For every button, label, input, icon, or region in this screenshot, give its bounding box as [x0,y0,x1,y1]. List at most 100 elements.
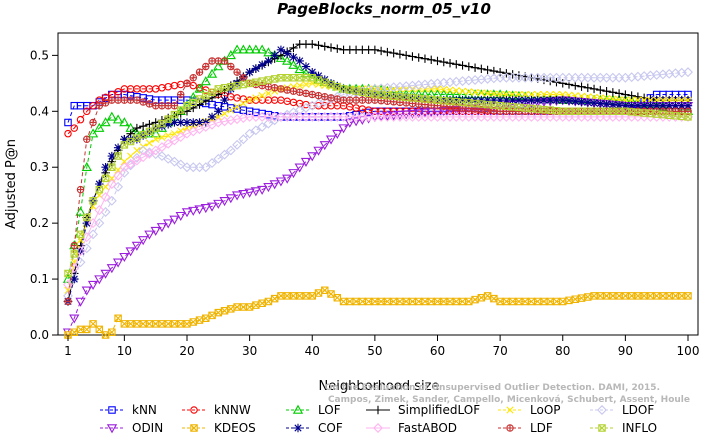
data-point [200,162,211,173]
data-point [571,97,580,106]
data-point [163,138,174,149]
data-point [314,41,323,50]
data-point [446,86,454,94]
data-point [464,62,474,71]
data-point [558,95,567,105]
data-point [170,102,179,110]
data-point [584,293,592,301]
data-point [94,122,105,132]
data-point [508,95,517,105]
data-point [401,51,411,60]
legend-label: FastABOD [398,421,457,434]
data-point [213,199,224,209]
data-point [521,90,529,99]
data-point [87,128,99,138]
data-point [150,128,161,138]
data-point [220,95,229,105]
data-point [138,145,149,156]
data-point [302,89,310,98]
data-point [175,159,186,170]
legend-item-simplifiedlof: SimplifiedLOF [366,403,480,417]
data-point [81,243,92,254]
data-point [83,325,91,334]
data-point [276,45,286,54]
data-point [665,292,673,300]
legend-item-fastabod: FastABOD [366,421,457,434]
data-point [113,170,124,181]
x-tick-label: 30 [242,344,257,358]
data-point [108,96,116,104]
data-point [138,236,149,246]
data-point [114,152,122,160]
data-point [571,81,580,90]
data-point [289,43,298,53]
data-point [227,82,235,91]
data-point [477,293,486,302]
data-point [263,183,274,193]
data-point [156,151,167,162]
series-lof [62,44,694,283]
axes-layer: 1 10 20 30 40 50 60 70 80 90 100 0.0 0.1 0.2 0.3 0.4 0.5 [30,48,700,358]
data-point [597,405,607,415]
data-point [132,123,142,133]
data-point [100,192,111,203]
data-point [677,101,686,110]
watermark-line-1: On the Evaluation of Unsupervised Outlie… [325,383,660,393]
data-point [256,185,268,195]
data-point [465,88,473,96]
data-point [332,129,343,139]
data-point [245,79,254,88]
data-point [295,56,304,66]
data-point [151,320,160,328]
data-point [370,45,380,54]
data-point [108,163,116,171]
data-point [225,50,236,60]
data-point [275,52,287,62]
data-point [169,215,180,225]
data-point [598,424,606,432]
data-point [458,87,467,95]
data-point [376,46,386,56]
data-point [433,56,442,66]
data-point [144,148,155,159]
data-point [477,64,486,73]
data-point [540,90,548,99]
data-point [477,89,485,97]
data-point [214,57,223,65]
data-point [150,226,161,236]
data-point [232,79,242,88]
data-point [213,61,224,71]
data-point [477,95,486,105]
data-point [70,124,79,132]
data-point [458,61,467,70]
data-point [495,95,505,105]
data-point [558,79,567,88]
data-point [326,43,336,52]
data-point [346,96,354,104]
data-point [546,95,555,105]
data-point [527,90,536,99]
data-point [190,406,198,414]
data-point [219,197,230,207]
data-point [333,293,342,302]
x-tick-label: 1 [64,344,72,358]
data-point [514,71,524,80]
data-point [100,269,111,279]
data-point [239,74,248,82]
legend-label: SimplifiedLOF [398,403,480,417]
data-point [227,106,235,114]
data-point [257,121,268,132]
data-point [119,162,130,173]
data-point [70,328,79,336]
data-point [82,218,91,228]
data-point [139,98,147,106]
data-point [325,135,337,145]
data-point [233,81,241,90]
data-point [621,101,630,110]
data-point [633,101,643,110]
data-point [164,120,173,129]
data-point [452,60,461,69]
data-point [338,124,349,134]
data-point [533,95,542,105]
legend-label: kNN [132,403,157,417]
